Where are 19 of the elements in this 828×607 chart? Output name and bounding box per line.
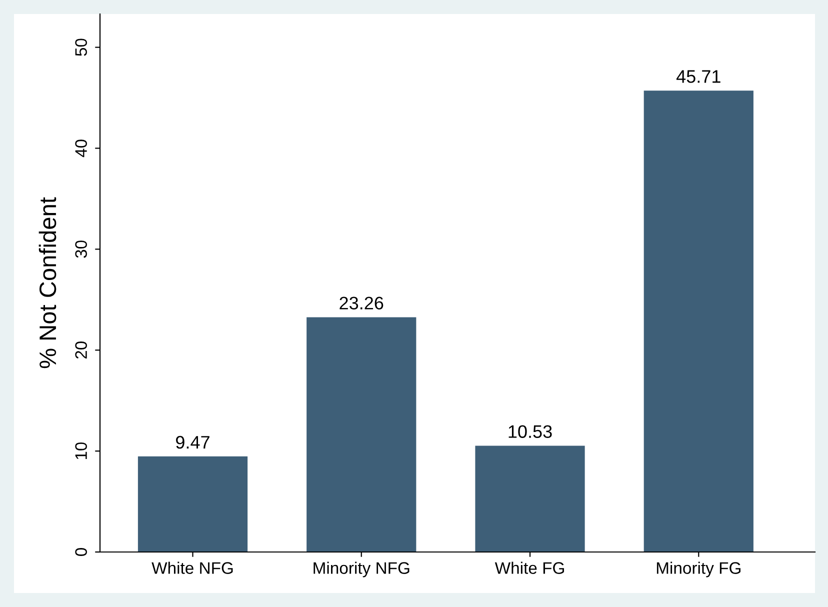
y-tick-label: 50 (75, 38, 87, 56)
x-tick-label: Minority FG (656, 562, 740, 578)
y-tick-label: 0 (75, 548, 87, 556)
x-tick-label: Minority NFG (314, 562, 410, 578)
data-label: 9.47 (176, 436, 210, 449)
y-tick-label: 30 (75, 240, 87, 258)
data-label: 23.26 (340, 296, 384, 310)
x-tick-label: White NFG (152, 562, 233, 574)
data-label: 45.71 (676, 70, 720, 83)
data-label: 10.53 (508, 425, 552, 438)
x-tick-label: White FG (494, 562, 564, 574)
bar (138, 456, 248, 552)
y-tick-label: 40 (75, 140, 87, 158)
y-tick-label: 10 (75, 442, 87, 460)
bar (475, 446, 585, 552)
bar (644, 90, 754, 552)
y-tick-label: 20 (75, 342, 87, 359)
bar (306, 317, 416, 552)
y-axis-title: % Not Confident (38, 197, 56, 368)
